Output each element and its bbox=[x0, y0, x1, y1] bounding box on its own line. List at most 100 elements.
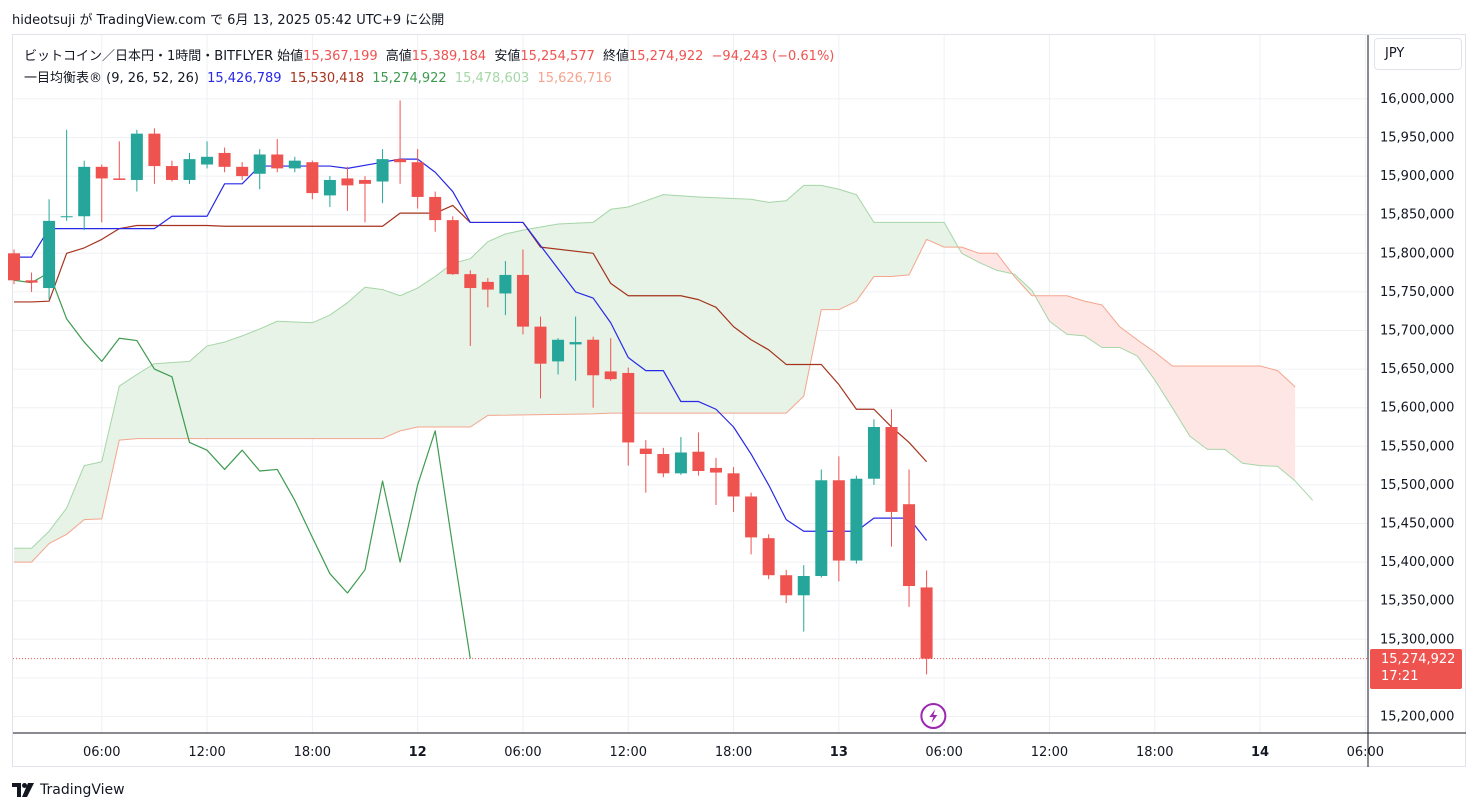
candle-body[interactable] bbox=[780, 575, 793, 596]
y-axis-label: 15,950,000 bbox=[1380, 131, 1454, 146]
tradingview-branding[interactable]: TradingView bbox=[12, 782, 125, 798]
indicator-name[interactable]: 一目均衡表® (9, 26, 52, 26) bbox=[24, 71, 199, 86]
x-axis-label: 12:00 bbox=[1031, 745, 1068, 760]
candle-body[interactable] bbox=[832, 480, 845, 561]
bar-countdown: 17:21 bbox=[1381, 669, 1419, 684]
candle-body[interactable] bbox=[587, 339, 600, 376]
y-axis-label: 16,000,000 bbox=[1380, 92, 1454, 107]
x-axis-label: 12:00 bbox=[610, 745, 647, 760]
ohlc-legend: ビットコイン／日本円・1時間・BITFLYER 始値15,367,199 高値15… bbox=[24, 45, 838, 64]
x-axis-label: 12:00 bbox=[188, 745, 225, 760]
candle-body[interactable] bbox=[376, 159, 389, 182]
candle-body[interactable] bbox=[341, 178, 354, 186]
close-value: 15,274,922 bbox=[628, 49, 704, 64]
candle-body[interactable] bbox=[639, 448, 652, 455]
candle-body[interactable] bbox=[552, 339, 565, 362]
span-a-value: 15,478,603 bbox=[454, 71, 530, 86]
y-axis-label: 15,500,000 bbox=[1380, 478, 1454, 493]
candle-body[interactable] bbox=[25, 280, 38, 283]
y-axis-label: 15,350,000 bbox=[1380, 594, 1454, 609]
candle-body[interactable] bbox=[657, 454, 670, 474]
candle-body[interactable] bbox=[710, 467, 722, 473]
x-axis-label: 13 bbox=[830, 745, 848, 760]
open-label: 始値 bbox=[277, 49, 304, 64]
candle-body[interactable] bbox=[60, 216, 73, 218]
candle-body[interactable] bbox=[622, 372, 635, 443]
symbol-label[interactable]: ビットコイン／日本円・1時間・BITFLYER bbox=[24, 49, 274, 64]
candle-body[interactable] bbox=[183, 159, 196, 180]
candle-body[interactable] bbox=[815, 480, 828, 576]
candle-body[interactable] bbox=[516, 274, 529, 327]
candle-body[interactable] bbox=[130, 133, 143, 180]
candle-body[interactable] bbox=[429, 196, 442, 221]
ichimoku-legend: 一目均衡表® (9, 26, 52, 26) 15,426,789 15,530… bbox=[24, 67, 616, 86]
tenkan-value: 15,426,789 bbox=[207, 71, 282, 86]
current-price-badge: 15,274,922 17:21 bbox=[1370, 649, 1462, 689]
y-axis-label: 15,550,000 bbox=[1380, 439, 1454, 454]
chart-frame bbox=[12, 34, 1466, 767]
candle-body[interactable] bbox=[727, 473, 740, 497]
chikou-value: 15,274,922 bbox=[372, 71, 447, 86]
candle-body[interactable] bbox=[95, 166, 108, 179]
candle-body[interactable] bbox=[323, 179, 336, 196]
senkou-span-b-line bbox=[14, 238, 1296, 563]
candle-body[interactable] bbox=[411, 162, 424, 197]
candle-body[interactable] bbox=[236, 166, 249, 177]
senkou-span-a-line bbox=[14, 184, 1314, 549]
candle-body[interactable] bbox=[253, 154, 266, 174]
y-axis-label: 15,450,000 bbox=[1380, 517, 1454, 532]
candle-body[interactable] bbox=[569, 342, 582, 345]
candle-body[interactable] bbox=[306, 162, 319, 194]
publish-info: hideotsuji が TradingView.com で 6月 13, 20… bbox=[12, 13, 445, 28]
candle-body[interactable] bbox=[903, 504, 916, 587]
x-axis-label: 18:00 bbox=[1136, 745, 1173, 760]
candle-body[interactable] bbox=[604, 371, 617, 380]
candle-body[interactable] bbox=[288, 160, 301, 169]
candle-body[interactable] bbox=[674, 452, 687, 474]
y-axis-label: 15,700,000 bbox=[1380, 324, 1454, 339]
currency-selector[interactable]: JPY bbox=[1374, 38, 1462, 70]
candle-body[interactable] bbox=[867, 427, 880, 479]
candle-body[interactable] bbox=[850, 478, 863, 561]
kumo-cloud-bearish bbox=[1031, 290, 1296, 482]
x-axis-label: 14 bbox=[1251, 745, 1269, 760]
kumo-cloud-bearish bbox=[957, 245, 1010, 274]
close-label: 終値 bbox=[602, 49, 629, 64]
candle-body[interactable] bbox=[745, 496, 758, 538]
x-axis-label: 06:00 bbox=[925, 745, 962, 760]
y-axis-label: 15,200,000 bbox=[1380, 710, 1454, 725]
candle-body[interactable] bbox=[762, 538, 775, 576]
x-axis-label: 06:00 bbox=[83, 745, 120, 760]
candle-body[interactable] bbox=[218, 152, 231, 167]
y-axis-label: 15,850,000 bbox=[1380, 208, 1454, 223]
candle-body[interactable] bbox=[885, 427, 898, 512]
kijun-value: 15,530,418 bbox=[289, 71, 365, 86]
candle-body[interactable] bbox=[78, 166, 91, 217]
candle-body[interactable] bbox=[271, 154, 284, 169]
candle-body[interactable] bbox=[692, 451, 705, 472]
candle-body[interactable] bbox=[534, 326, 547, 364]
candle-body[interactable] bbox=[797, 575, 810, 596]
candle-body[interactable] bbox=[113, 178, 126, 180]
candle-body[interactable] bbox=[481, 281, 494, 290]
open-value: 15,367,199 bbox=[303, 49, 378, 64]
candle-body[interactable] bbox=[8, 253, 20, 281]
kijun-sen-line bbox=[14, 204, 928, 463]
candle-body[interactable] bbox=[359, 179, 371, 184]
candle-body[interactable] bbox=[43, 220, 56, 289]
low-label: 安値 bbox=[494, 49, 521, 64]
candle-body[interactable] bbox=[464, 274, 477, 289]
candle-body[interactable] bbox=[446, 220, 459, 275]
brand-name: TradingView bbox=[40, 782, 125, 798]
candle-body[interactable] bbox=[499, 274, 512, 294]
candle-body[interactable] bbox=[394, 159, 407, 163]
y-axis-label: 15,300,000 bbox=[1380, 632, 1454, 647]
lightning-icon bbox=[929, 709, 938, 723]
candle-body[interactable] bbox=[201, 156, 214, 165]
candle-body[interactable] bbox=[920, 587, 933, 659]
x-axis-label: 06:00 bbox=[1347, 745, 1384, 760]
candle-body[interactable] bbox=[165, 166, 178, 180]
candle-body[interactable] bbox=[148, 133, 161, 167]
current-price-label: 15,274,922 bbox=[1381, 652, 1456, 667]
